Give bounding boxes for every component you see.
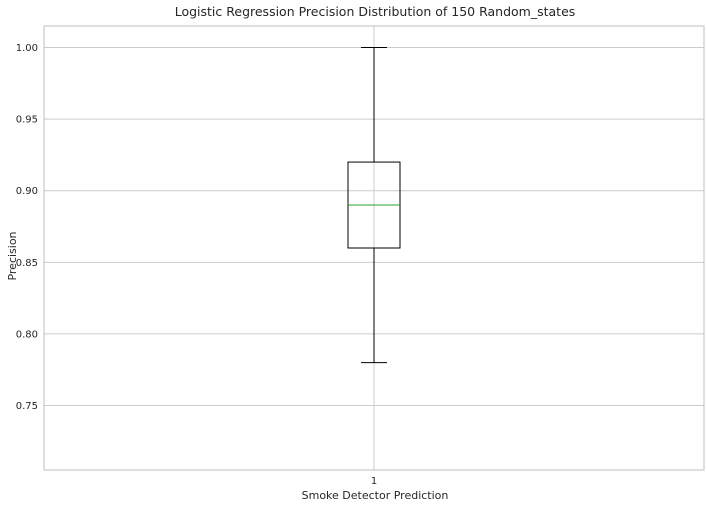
x-axis-label: Smoke Detector Prediction	[302, 489, 449, 502]
plot-frame	[43, 25, 705, 471]
y-tick-label: 0.75	[16, 401, 38, 412]
box-group	[347, 46, 401, 364]
x-tick-label: 1	[371, 476, 377, 487]
chart-title: Logistic Regression Precision Distributi…	[175, 4, 576, 19]
y-tick-label: 0.85	[16, 258, 38, 269]
y-tick-label: 0.90	[16, 186, 38, 197]
y-tick-label: 1.00	[16, 43, 38, 54]
box-plot-marks	[347, 46, 401, 364]
y-tick-label: 0.80	[16, 329, 38, 340]
y-tick-label: 0.95	[16, 115, 38, 126]
x-tick-labels: 1	[371, 476, 377, 487]
y-tick-labels: 0.75 0.80 0.85 0.90 0.95 1.00	[16, 43, 38, 412]
y-axis-label: Precision	[6, 231, 19, 280]
